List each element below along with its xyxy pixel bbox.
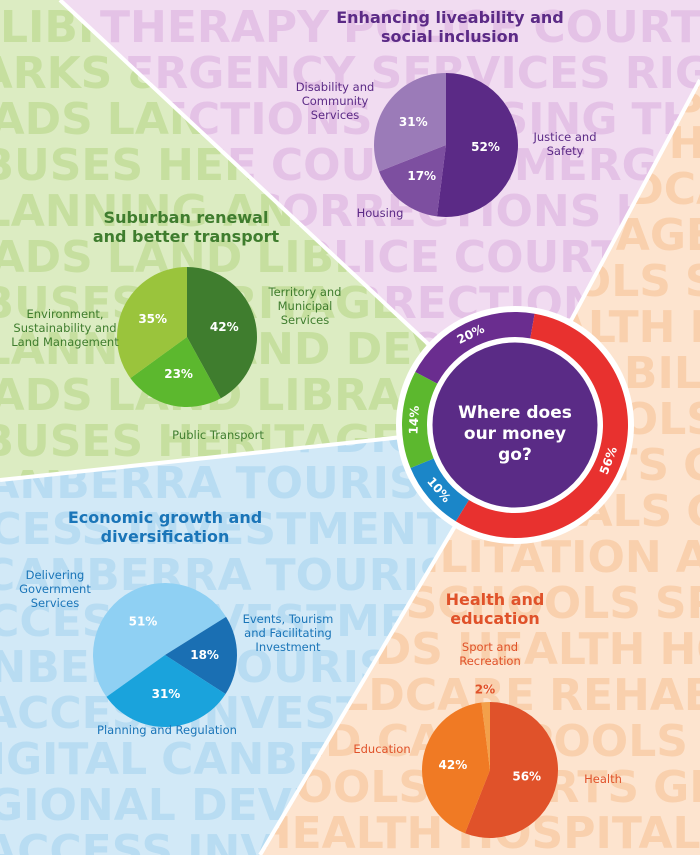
pie-category-label: Disability and Community Services <box>295 80 375 122</box>
chart-title: Suburban renewal and better transport <box>92 208 280 246</box>
background-word: GROUNDS <box>653 762 700 813</box>
pie-slice <box>187 267 257 399</box>
background-word: HEALTH <box>457 624 646 675</box>
background-word: ROADS <box>0 370 93 421</box>
pie-value-label: 56% <box>512 770 541 784</box>
pie-slice <box>464 702 559 839</box>
background-word: GROUNDS <box>683 440 700 491</box>
pie-value-label: 18% <box>190 648 219 662</box>
pie-category-label: Education <box>353 742 411 756</box>
background-word: CHILDCARE <box>686 486 700 537</box>
donut-segment <box>410 458 469 522</box>
pie-category-label: Events, Tourism and Facilitating Investm… <box>242 612 334 654</box>
background-word: REHABILITATION <box>549 670 700 721</box>
donut-center <box>429 339 601 511</box>
background-word: ACCESS <box>0 826 173 855</box>
pie-value-label: 35% <box>138 312 167 326</box>
pie-slice <box>436 73 518 217</box>
chart-title: Economic growth and diversification <box>67 508 263 546</box>
background-word: BUSES <box>0 416 143 467</box>
pie-slice <box>379 145 446 217</box>
background-word: SPORTS <box>655 578 700 629</box>
background-word: ROADS <box>0 232 93 283</box>
background-word: SPORTS <box>685 256 700 307</box>
donut-title: Where does our money go? <box>458 403 572 465</box>
background-word: BUSES <box>0 140 143 191</box>
pie-slice <box>481 702 490 770</box>
pie-slice <box>374 73 446 172</box>
region-bg <box>260 80 700 855</box>
background-word: POLICE <box>343 2 519 53</box>
donut-segment <box>455 313 628 538</box>
pie-value-label: 42% <box>439 758 468 772</box>
background-word: SCHOOLS <box>406 578 641 629</box>
pie-category-label: Public Transport <box>172 428 264 442</box>
pie-category-label: Planning and Regulation <box>97 723 237 737</box>
background-word: AGED CARE <box>676 532 700 583</box>
pie-category-label: Environment, Sustainability and Land Man… <box>11 307 119 349</box>
pie-value-label: 52% <box>471 140 500 154</box>
background-word: ROADS <box>0 94 93 145</box>
donut-segment <box>415 312 535 384</box>
pie-value-label: 2% <box>475 683 495 697</box>
background-word: COURTS <box>533 2 700 53</box>
pie-value-label: 23% <box>164 367 193 381</box>
donut-value-label: 14% <box>406 405 421 434</box>
pie-category-label: Health <box>584 772 622 786</box>
background-word: HEALTH <box>255 808 444 855</box>
pie-value-label: 31% <box>399 115 428 129</box>
background-word: AGED CARE <box>616 210 700 261</box>
pie-slice <box>106 655 226 727</box>
pie-slice <box>92 582 227 697</box>
pie-value-label: 31% <box>152 687 181 701</box>
charts: 20%56%10%14%52%17%31%42%23%35%51%18%31%5… <box>92 73 634 839</box>
pie-category-label: Sport and Recreation <box>459 640 521 668</box>
pie-category-label: Housing <box>356 206 404 220</box>
pie-slice <box>422 702 490 834</box>
background-word: CANBERRA <box>0 550 252 601</box>
donut-segment <box>402 371 438 469</box>
chart-title: Health and education <box>445 590 545 628</box>
pie-category-label: Territory and Municipal Services <box>268 285 342 327</box>
background-word: HOSPITALS <box>659 624 700 675</box>
pie-slice <box>130 337 221 407</box>
pie-value-label: 17% <box>407 169 436 183</box>
chart-title: Enhancing liveability and social inclusi… <box>336 8 564 46</box>
pie-slice <box>117 267 187 379</box>
pie-category-label: Delivering Government Services <box>19 568 91 610</box>
region-bg <box>0 425 515 855</box>
background-word: RIGHTS <box>625 48 700 99</box>
background-word: THERAPY <box>100 2 330 53</box>
background-word: ACCESS <box>0 504 113 555</box>
pie-value-label: 42% <box>210 320 239 334</box>
background-word: DIGITAL <box>0 734 147 785</box>
background-word: HOSPITALS <box>689 302 700 353</box>
pie-value-label: 51% <box>129 615 158 629</box>
pie-slice <box>165 616 237 695</box>
pie-category-label: Justice and Safety <box>533 130 597 158</box>
background-word: INVESTMENT <box>127 504 447 555</box>
